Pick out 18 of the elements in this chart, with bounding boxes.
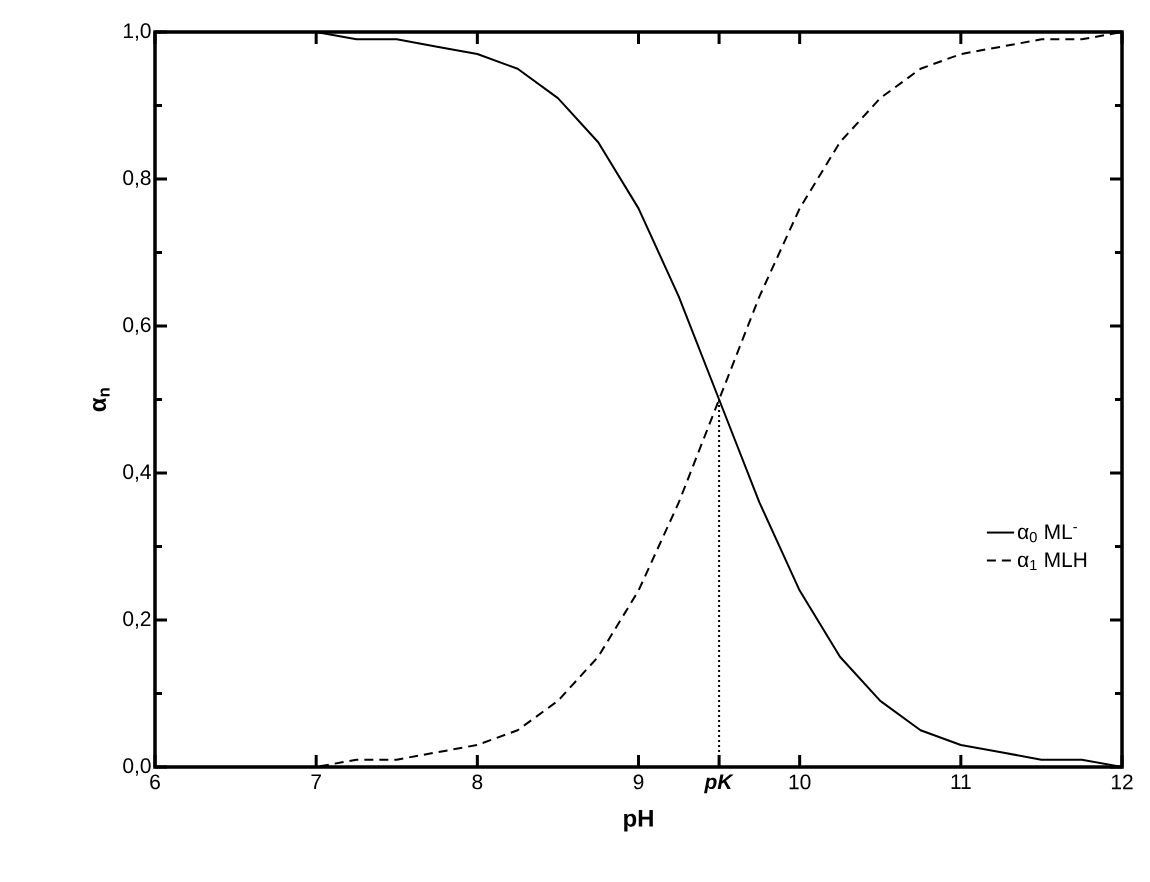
y-tick-label: 0,2: [123, 611, 151, 629]
x-tick-label: 9: [633, 774, 644, 790]
x-tick-label: 10: [789, 774, 811, 790]
legend-label: α$_{1}$ MLH: [1017, 552, 1087, 570]
legend-label: α$_{0}$ ML$^{-}$: [1017, 524, 1077, 543]
x-axis-title: pH: [624, 810, 653, 832]
x-tick-label: 8: [472, 774, 483, 790]
x-tick-label: 6: [150, 774, 160, 790]
x-tick-label: 11: [951, 774, 971, 789]
y-tick-label: 0,8: [123, 170, 151, 188]
y-tick-label: 0,6: [123, 317, 151, 335]
x-tick-label: pK: [704, 774, 734, 794]
y-tick-label: 0,0: [123, 758, 151, 776]
x-tick-label: 12: [1111, 774, 1133, 790]
x-tick-label: 7: [311, 774, 321, 789]
y-tick-label: 0,4: [123, 464, 151, 482]
y-axis-title: α$_{n}$: [92, 388, 110, 412]
y-tick-label: 1,0: [123, 23, 151, 41]
